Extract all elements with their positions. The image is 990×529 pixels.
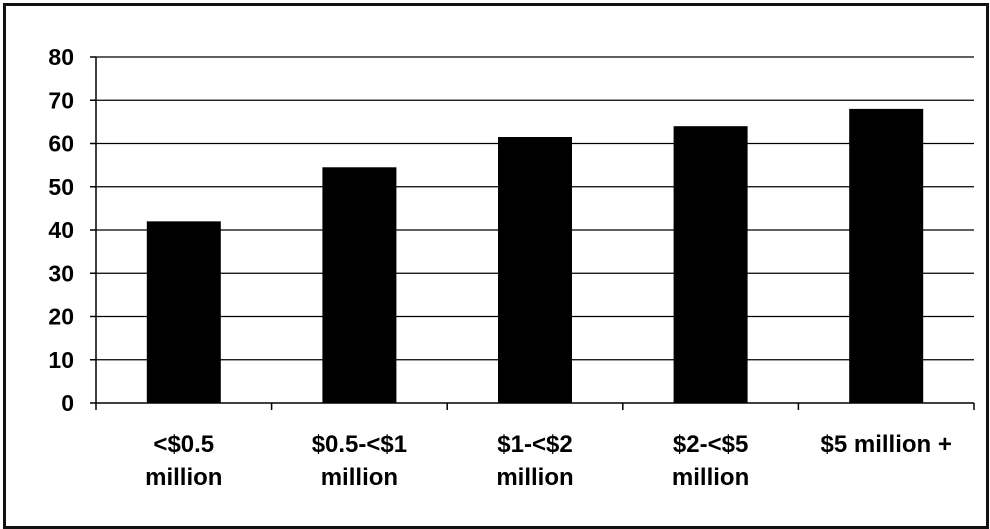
x-category-label-line: million bbox=[145, 464, 222, 491]
bars bbox=[146, 108, 924, 404]
x-category-label: $1-<$2 million bbox=[496, 431, 573, 491]
x-category-label-line: $1-<$2 bbox=[497, 431, 572, 458]
bar-4 bbox=[849, 108, 924, 404]
x-category-label-line: million bbox=[496, 464, 573, 491]
bar-3 bbox=[673, 126, 748, 403]
x-category-label: $2-<$5 million bbox=[672, 431, 749, 491]
x-category-label: $5 million + bbox=[821, 431, 952, 458]
bar-2 bbox=[498, 137, 572, 403]
bar-0 bbox=[146, 221, 221, 403]
x-category-label-line: <$0.5 bbox=[153, 431, 214, 458]
x-category-label: <$0.5 million bbox=[145, 431, 222, 491]
x-category-labels: <$0.5 million $0.5-<$1 million $1-<$2 million… bbox=[145, 431, 952, 491]
x-category-label-line: million bbox=[321, 464, 398, 491]
bar-1 bbox=[322, 167, 397, 403]
y-tick-labels: 0 10 20 30 40 50 60 70 80 bbox=[48, 44, 74, 416]
y-tick-label: 80 bbox=[48, 44, 74, 70]
y-tick-label: 10 bbox=[48, 347, 74, 373]
x-category-label-line: million bbox=[672, 464, 749, 491]
y-tick-label: 50 bbox=[48, 174, 74, 200]
x-category-label-line: $5 million + bbox=[821, 431, 952, 458]
y-tick-label: 60 bbox=[48, 131, 74, 157]
x-category-label-line: $2-<$5 bbox=[673, 431, 748, 458]
y-tick-label: 20 bbox=[48, 304, 74, 330]
x-category-label-line: $0.5-<$1 bbox=[312, 431, 407, 458]
y-tick-label: 30 bbox=[48, 260, 74, 286]
y-tick-label: 0 bbox=[61, 390, 74, 416]
y-tick-label: 40 bbox=[48, 217, 74, 243]
x-category-label: $0.5-<$1 million bbox=[312, 431, 407, 491]
y-tick-label: 70 bbox=[48, 87, 74, 113]
